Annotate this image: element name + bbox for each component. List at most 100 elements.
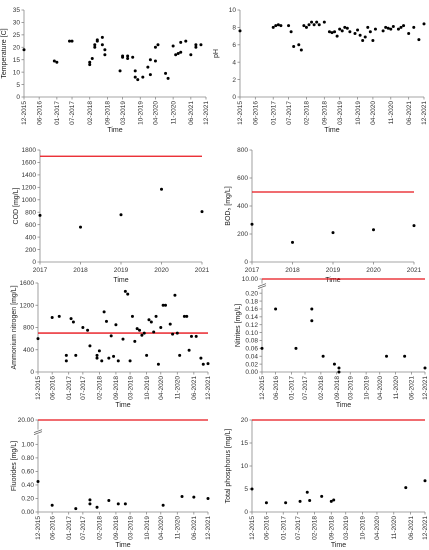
data-point	[175, 331, 179, 335]
x-tick-label: 04-2020	[158, 516, 165, 540]
data-point	[206, 362, 210, 366]
data-point	[100, 35, 104, 39]
data-point	[133, 69, 137, 73]
data-point	[152, 330, 156, 334]
x-tick-label: 10-2019	[360, 516, 367, 540]
x-tick-label: 06-2021	[191, 376, 198, 400]
data-point	[310, 319, 314, 323]
x-tick-label: 02-2018	[97, 516, 104, 540]
data-point	[179, 40, 183, 44]
data-point	[343, 25, 347, 29]
x-tick-label: 06-2016	[36, 101, 43, 125]
data-point	[142, 331, 146, 335]
data-point	[126, 56, 130, 60]
data-point	[315, 20, 319, 24]
data-point	[298, 499, 302, 503]
x-tick-label: 10-2019	[144, 516, 151, 540]
data-point	[304, 25, 308, 29]
data-point	[373, 27, 377, 31]
data-point	[348, 30, 352, 34]
data-point	[164, 71, 168, 75]
x-tick-label: 11-2020	[391, 516, 398, 540]
data-point	[133, 75, 137, 79]
data-point	[133, 339, 137, 343]
data-point	[88, 344, 92, 348]
x-tick-label: 12-2021	[203, 101, 210, 125]
data-point	[95, 38, 99, 42]
data-point	[345, 26, 349, 30]
x-tick-label: 07-2017	[80, 376, 87, 400]
x-tick-label: 03-2019	[120, 101, 127, 125]
data-point	[199, 356, 203, 360]
x-tick-label: 06-2016	[49, 516, 56, 540]
data-point	[118, 69, 122, 73]
y-axis-label: Temperature [C]	[1, 28, 8, 78]
x-tick-label: 02-2018	[304, 101, 311, 125]
x-tick-label: 04-2020	[153, 101, 160, 125]
data-point	[116, 359, 120, 363]
x-tick-label: 01-2017	[66, 516, 73, 540]
y-tick-label: 800	[25, 209, 36, 216]
y-tick-label: 0.40	[21, 482, 34, 489]
data-point	[164, 303, 167, 307]
data-point	[404, 486, 408, 490]
y-tick-label: 25	[13, 32, 21, 39]
data-point	[109, 334, 113, 338]
x-tick-label: 01-2017	[54, 101, 61, 125]
data-point	[100, 43, 104, 47]
y-tick-label: 1200	[22, 185, 37, 192]
data-point	[64, 359, 68, 363]
data-point	[274, 24, 278, 28]
data-point	[95, 356, 99, 360]
data-point	[291, 240, 294, 244]
y-tick-label: 20	[13, 44, 21, 51]
y-tick-label: 800	[23, 325, 34, 332]
y-tick-label: 30	[13, 20, 21, 27]
data-point	[141, 75, 145, 79]
data-point	[189, 334, 193, 338]
data-point	[399, 25, 403, 29]
y-tick-label: 600	[25, 222, 36, 229]
x-tick-label: 03-2019	[343, 516, 350, 540]
y-axis-label: COD [mg/L]	[13, 187, 20, 224]
y-tick-label: 200	[25, 247, 36, 254]
y-tick-label: 0	[16, 94, 20, 101]
x-tick-label: 2017	[33, 267, 48, 274]
x-tick-label: 11-2020	[175, 516, 182, 540]
data-point	[171, 332, 175, 336]
data-point	[327, 30, 331, 34]
y-tick-label: 2	[232, 77, 236, 84]
x-axis-label: Time	[115, 542, 130, 549]
y-tick-label: 5	[16, 82, 20, 89]
x-tick-label: 12-2021	[205, 516, 212, 540]
y-tick-label: 6	[232, 42, 236, 49]
data-point	[52, 59, 56, 63]
x-tick-label: 09-2018	[322, 101, 329, 125]
data-point	[391, 25, 395, 29]
data-point	[148, 58, 152, 62]
data-point	[297, 43, 301, 47]
data-point	[36, 337, 40, 341]
y-tick-label: 0.60	[21, 469, 34, 476]
y-tick-label: 1000	[22, 197, 37, 204]
x-axis-label: Time	[115, 402, 130, 409]
data-point	[332, 498, 336, 502]
data-point	[372, 228, 375, 232]
data-point	[422, 22, 426, 26]
y-axis-label: Total phosphorus [mg/L]	[225, 429, 232, 504]
x-axis-label: Time	[325, 277, 340, 284]
y-tick-label: 1800	[22, 147, 37, 154]
data-point	[308, 499, 312, 502]
x-tick-label: 01-2017	[270, 101, 277, 125]
data-point	[337, 370, 341, 374]
data-point	[412, 224, 416, 228]
data-point	[312, 23, 316, 27]
y-tick-label: 0	[32, 259, 36, 266]
data-point	[332, 362, 336, 366]
data-point	[153, 59, 157, 63]
data-point	[74, 353, 78, 357]
y-tick-label: 10.00	[242, 276, 259, 283]
data-point	[180, 494, 184, 498]
axis-break	[33, 429, 43, 434]
x-tick-label: 01-2017	[280, 516, 287, 540]
